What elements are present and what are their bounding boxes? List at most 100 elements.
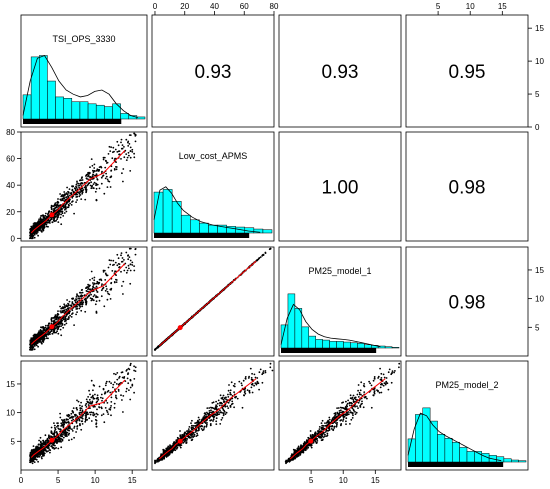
- scatter-point: [133, 269, 136, 272]
- scatter-point: [45, 225, 48, 228]
- scatter-point: [114, 261, 117, 264]
- scatter-point: [81, 405, 83, 408]
- scatter-point: [50, 318, 53, 321]
- scatter-point: [95, 423, 97, 425]
- scatter-point: [86, 173, 89, 176]
- scatter-point: [241, 406, 244, 409]
- scatter-point: [129, 170, 132, 172]
- scatter-point: [233, 383, 236, 385]
- fit-line-2-0: [30, 263, 126, 345]
- scatter-point: [93, 397, 96, 400]
- scatter-point: [154, 348, 156, 351]
- mean-marker-2-0: [49, 324, 55, 330]
- scatter-point: [107, 413, 110, 415]
- scatter-point: [219, 423, 222, 425]
- scatter-point: [133, 156, 136, 159]
- scatter-point: [62, 426, 65, 429]
- scatter-point: [38, 218, 40, 221]
- scatter-point: [58, 213, 61, 215]
- scatter-point: [75, 298, 78, 301]
- scatter-point: [85, 406, 88, 408]
- scatter-point: [89, 401, 92, 403]
- scatter-point: [115, 394, 117, 397]
- scatter-point: [120, 141, 122, 144]
- scatter-point: [134, 133, 137, 136]
- scatter-point: [71, 430, 74, 432]
- scatter-point: [46, 445, 49, 448]
- scatter-point: [116, 140, 119, 143]
- scatter-point: [347, 411, 350, 413]
- scatter-point: [161, 457, 164, 460]
- hist-bar-1-1: [162, 189, 173, 234]
- scatter-point: [133, 378, 136, 380]
- density-curve-1: [153, 186, 261, 233]
- scatter-point: [75, 201, 77, 204]
- scatter-point: [122, 293, 124, 295]
- scatter-point: [118, 375, 121, 378]
- scatter-point: [391, 370, 394, 372]
- scatter-point: [231, 400, 234, 403]
- scatter-point: [71, 428, 73, 431]
- scatter-point: [195, 435, 198, 437]
- scatter-point: [90, 299, 93, 302]
- scatter-point: [113, 402, 116, 405]
- scatter-point: [205, 419, 208, 422]
- scatter-point: [56, 330, 58, 333]
- scatter-point: [388, 368, 391, 371]
- scatter-point: [175, 439, 178, 442]
- scatter-point: [47, 213, 49, 216]
- scatter-point: [79, 306, 82, 308]
- scatter-point: [55, 327, 57, 330]
- scatter-point: [79, 423, 81, 425]
- scatter-point: [89, 407, 91, 409]
- scatter-point: [320, 422, 323, 424]
- scatter-point: [63, 421, 66, 424]
- scatter-point: [84, 198, 87, 201]
- scatter-point: [103, 305, 106, 308]
- scatter-point: [134, 140, 137, 143]
- scatter-point: [109, 406, 112, 409]
- scatter-point: [87, 183, 89, 186]
- scatter-point: [115, 391, 117, 393]
- scatter-point: [76, 408, 78, 411]
- scatter-point: [104, 166, 107, 169]
- scatter-point: [340, 409, 342, 412]
- scatter-point: [80, 294, 83, 297]
- scatter-point: [240, 382, 243, 385]
- scatter-point: [74, 301, 77, 304]
- scatter-point: [250, 377, 253, 379]
- scatter-point: [70, 193, 73, 196]
- scatter-point: [101, 283, 103, 286]
- scatter-point: [209, 419, 212, 422]
- scatter-point: [51, 447, 54, 449]
- scatter-point: [98, 282, 100, 285]
- scatter-point: [398, 366, 400, 369]
- hist-bar-1-6: [208, 224, 218, 234]
- rug-2: [281, 348, 377, 353]
- scatter-point: [59, 305, 61, 308]
- scatter-point: [125, 159, 128, 162]
- scatter-point: [128, 247, 131, 250]
- scatter-point: [72, 418, 75, 421]
- scatter-point: [69, 198, 71, 201]
- scatter-point: [52, 444, 55, 446]
- scatter-point: [79, 191, 82, 194]
- scatter-point: [32, 445, 35, 447]
- scatter-point: [97, 398, 100, 401]
- scatter-point: [90, 158, 93, 161]
- scatter-point: [171, 451, 173, 453]
- scatter-point: [84, 185, 87, 187]
- hist-bar-0-9: [95, 104, 105, 120]
- scatter-point: [181, 433, 184, 436]
- scatter-point: [227, 401, 230, 404]
- scatter-point: [91, 401, 93, 404]
- scatter-point: [230, 381, 233, 384]
- scatter-point: [222, 394, 225, 397]
- scatter-point: [92, 169, 94, 172]
- scatter-point: [349, 409, 351, 412]
- scatter-point: [109, 298, 112, 300]
- scatter-point: [120, 394, 122, 397]
- scatter-point: [94, 170, 96, 173]
- scatter-point: [93, 163, 96, 166]
- panel-frame-0-0: [20, 14, 148, 128]
